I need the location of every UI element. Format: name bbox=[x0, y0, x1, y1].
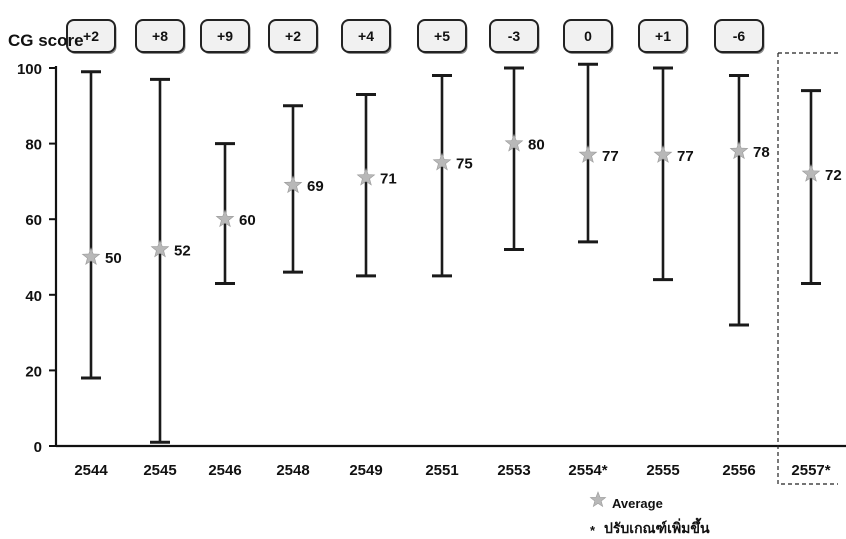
x-tick-label: 2554* bbox=[568, 462, 607, 479]
cg-score-badge: +2 bbox=[66, 19, 117, 54]
average-star-point bbox=[150, 239, 170, 258]
average-value-label: 50 bbox=[105, 250, 122, 267]
cg-score-value: +9 bbox=[217, 28, 233, 44]
cg-score-value: +1 bbox=[655, 28, 671, 44]
badge-box bbox=[714, 19, 764, 53]
x-tick-label: 2551 bbox=[425, 462, 458, 479]
x-tick-label: 2546 bbox=[208, 462, 241, 479]
cg-score-badge: +2 bbox=[268, 19, 319, 54]
badge-box bbox=[638, 19, 688, 53]
cg-score-label: CG score bbox=[8, 31, 84, 50]
badge-box bbox=[66, 19, 116, 53]
cg-score-value: +4 bbox=[358, 28, 374, 44]
cg-score-badge: 0 bbox=[563, 19, 614, 54]
average-star-point bbox=[215, 209, 235, 228]
average-value-label: 60 bbox=[239, 212, 256, 229]
y-tick-label: 100 bbox=[17, 61, 42, 78]
x-tick-label: 2548 bbox=[276, 462, 309, 479]
cg-score-value: -3 bbox=[508, 28, 521, 44]
legend-average-label: Average bbox=[612, 496, 663, 511]
average-value-label: 71 bbox=[380, 171, 397, 188]
cg-score-badge: +5 bbox=[417, 19, 468, 54]
cg-score-value: +2 bbox=[83, 28, 99, 44]
cg-score-value: +2 bbox=[285, 28, 301, 44]
x-tick-label: 2557* bbox=[791, 462, 830, 479]
cg-score-value: +5 bbox=[434, 28, 450, 44]
y-tick-label: 0 bbox=[34, 439, 42, 456]
legend: Average * ปรับเกณฑ์เพิ่มขึ้น bbox=[589, 491, 710, 538]
badge-box bbox=[135, 19, 185, 53]
badge-box bbox=[489, 19, 539, 53]
average-star-point bbox=[653, 145, 673, 163]
average-star-point bbox=[283, 175, 303, 194]
average-star-point bbox=[729, 141, 749, 160]
y-tick-label: 40 bbox=[25, 288, 42, 305]
x-tick-label: 2544 bbox=[74, 462, 108, 479]
chart-marks: 50 52 60 69 71 75 80 77 77 78 72 bbox=[81, 62, 842, 444]
x-tick-label: 2553 bbox=[497, 462, 530, 479]
badge-box bbox=[200, 19, 250, 53]
cg-score-badge: +8 bbox=[135, 19, 186, 54]
badge-box bbox=[563, 19, 613, 53]
average-star-point bbox=[81, 247, 101, 265]
average-value-label: 75 bbox=[456, 156, 473, 173]
cg-score-badges: +2 +8 +9 +2 +4 +5 -3 0 +1 -6 bbox=[66, 19, 765, 54]
chart-axes: 0 20 40 60 80 100 2544 2545 2546 2548 2549 2551 2553… bbox=[17, 52, 846, 485]
average-value-label: 77 bbox=[677, 148, 694, 165]
average-value-label: 77 bbox=[602, 148, 619, 165]
cg-score-value: 0 bbox=[584, 28, 592, 44]
cg-score-value: -6 bbox=[733, 28, 746, 44]
legend-footnote-marker: * bbox=[590, 523, 596, 538]
x-tick-label: 2549 bbox=[349, 462, 382, 479]
legend-star-icon bbox=[589, 491, 607, 508]
average-value-label: 80 bbox=[528, 137, 545, 154]
cg-score-badge: -3 bbox=[489, 19, 540, 54]
y-tick-label: 60 bbox=[25, 212, 42, 229]
average-value-label: 69 bbox=[307, 178, 324, 195]
badge-box bbox=[341, 19, 391, 53]
cg-score-value: +8 bbox=[152, 28, 168, 44]
x-tick-label: 2555 bbox=[646, 462, 679, 479]
average-star-point bbox=[432, 152, 452, 171]
badge-box bbox=[268, 19, 318, 53]
average-star-point bbox=[504, 133, 524, 152]
cg-score-badge: +9 bbox=[200, 19, 251, 54]
average-value-label: 78 bbox=[753, 144, 770, 161]
badge-box bbox=[417, 19, 467, 53]
x-tick-label: 2545 bbox=[143, 462, 176, 479]
y-tick-label: 20 bbox=[25, 363, 42, 380]
highlight-dashed-box bbox=[777, 52, 838, 485]
x-tick-label: 2556 bbox=[722, 462, 755, 479]
cg-score-badge: +4 bbox=[341, 19, 392, 54]
y-tick-label: 80 bbox=[25, 137, 42, 154]
cg-score-badge: -6 bbox=[714, 19, 765, 54]
legend-footnote-text: ปรับเกณฑ์เพิ่มขึ้น bbox=[604, 517, 710, 536]
average-star-point bbox=[356, 167, 376, 186]
cg-score-badge: +1 bbox=[638, 19, 689, 54]
average-value-label: 52 bbox=[174, 242, 191, 259]
average-value-label: 72 bbox=[825, 167, 842, 184]
average-star-point bbox=[801, 163, 821, 182]
average-star-point bbox=[578, 145, 598, 163]
